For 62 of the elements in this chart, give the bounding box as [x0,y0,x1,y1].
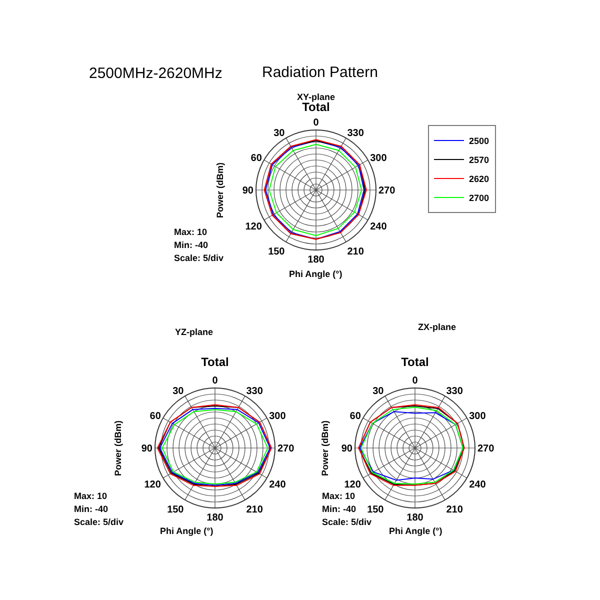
spoke-label: 330 [347,128,364,139]
spoke-label: 270 [478,444,495,454]
chart-title: Total [401,355,429,370]
spoke-label: 30 [372,386,384,397]
spoke-label: 240 [269,479,286,490]
legend-label: 2620 [469,174,490,184]
spoke-label: 330 [246,386,264,397]
spoke-label: 120 [245,221,262,232]
spoke-label: 60 [350,410,362,422]
spoke-label: 90 [141,444,153,454]
text: Power (dBm) [113,420,123,476]
text: Scale: 5/div [322,517,372,527]
text: Power (dBm) [320,420,330,476]
text: Max: 10 [322,491,356,501]
spoke-label: 240 [370,221,388,232]
spoke-label: 60 [150,410,162,422]
spoke-label: 180 [206,512,224,524]
text: 2500MHz-2620MHz [89,65,222,82]
text: Phi Angle (°) [289,269,342,279]
text: Min: -40 [174,240,208,250]
spoke-label: 30 [172,386,184,397]
text: Scale: 5/div [174,253,224,263]
spoke-label: 60 [250,152,262,164]
legend-label: 2570 [469,155,490,166]
spoke-label: 0 [313,118,320,128]
spoke-label: 150 [367,504,384,516]
chart-subtitle: ZX-plane [418,322,456,332]
text: Min: -40 [322,504,356,514]
spoke-label: 210 [246,504,264,516]
chart-subtitle: XY-plane [297,92,336,102]
spoke-label: 300 [469,410,486,422]
text: Phi Angle (°) [160,526,214,536]
spoke-label: 180 [308,254,325,266]
text: Phi Angle (°) [389,526,442,536]
spoke-label: 270 [278,444,295,454]
spoke-label: 270 [378,186,396,196]
spoke-label: 300 [269,410,286,422]
spoke-label: 0 [212,376,218,386]
spoke-label: 300 [370,152,388,164]
spoke-label: 180 [406,512,424,524]
text: Radiation Pattern [262,64,378,81]
spoke-label: 330 [446,386,464,397]
legend-label: 2700 [469,193,490,204]
spoke-label: 90 [341,444,353,454]
text: Min: -40 [74,504,108,514]
text: Max: 10 [74,491,108,501]
text: Max: 10 [174,227,208,237]
spoke-label: 210 [446,504,464,516]
spoke-label: 120 [144,479,162,490]
spoke-label: 150 [167,504,184,516]
spoke-label: 90 [242,186,254,196]
spoke-label: 30 [274,128,286,139]
spoke-label: 120 [344,479,362,490]
spoke-label: 240 [469,479,486,490]
spoke-label: 150 [268,246,286,258]
spoke-label: 210 [347,246,364,258]
text: Scale: 5/div [74,517,124,527]
chart-title: Total [201,355,229,370]
chart-subtitle: YZ-plane [175,327,214,337]
legend-label: 2500 [469,136,490,146]
spoke-label: 0 [412,376,418,386]
text: Power (dBm) [215,162,225,218]
